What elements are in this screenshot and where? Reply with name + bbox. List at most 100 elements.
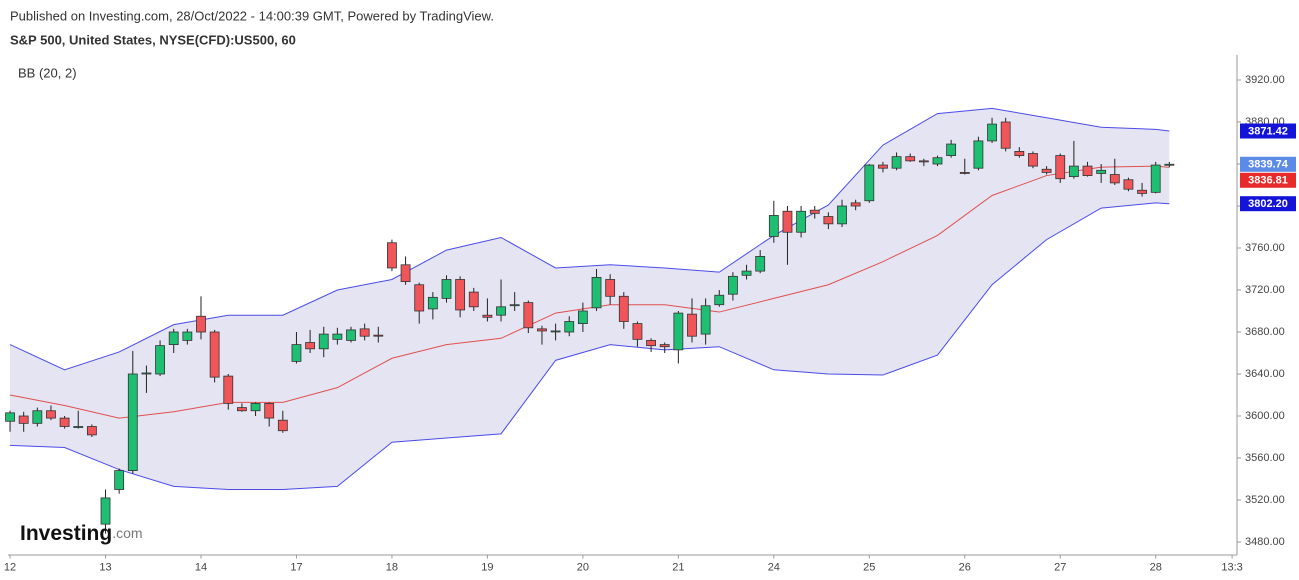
candle-body: [618, 295, 629, 322]
candle-body: [1164, 163, 1175, 166]
y-tick-label: 3680.00: [1245, 326, 1285, 338]
x-tick-label: 17: [290, 562, 302, 574]
candle-body: [182, 331, 193, 341]
candle-body: [1150, 164, 1161, 193]
candle-body: [86, 426, 97, 436]
candle-body: [1137, 189, 1147, 194]
candle-body: [673, 312, 684, 351]
candle-body: [564, 321, 575, 333]
band-fill: [10, 108, 1170, 490]
candle-body: [659, 344, 670, 348]
x-tick-label: 13: [99, 562, 111, 574]
price-tag-label: 3871.42: [1248, 125, 1288, 137]
candle-body: [141, 372, 152, 375]
candle-body: [277, 419, 288, 432]
candle-body: [550, 330, 561, 333]
candle-body: [127, 373, 138, 471]
plot-area: [5, 107, 1175, 534]
candle-body: [837, 205, 847, 225]
candle-body: [768, 215, 779, 237]
y-tick-label: 3920.00: [1245, 74, 1285, 86]
candle-body: [755, 255, 766, 272]
candle-body: [577, 310, 588, 325]
y-tick-label: 3640.00: [1245, 368, 1285, 380]
candle-body: [973, 140, 984, 169]
candle-body: [918, 160, 929, 163]
candle-body: [427, 296, 438, 310]
candle-body: [359, 328, 370, 337]
price-tag: [1240, 196, 1296, 212]
candle-body: [250, 402, 261, 412]
chart-title: S&P 500, United States, NYSE(CFD):US500,…: [10, 32, 296, 47]
candle-body: [441, 279, 452, 299]
candle-body: [959, 171, 970, 174]
candle-body: [482, 314, 493, 318]
x-tick-label: 25: [863, 562, 875, 574]
price-tag-label: 3839.74: [1248, 159, 1289, 171]
candle-body: [987, 123, 997, 142]
x-tick-label: 20: [577, 562, 589, 574]
candle-body: [905, 156, 916, 162]
candle-body: [468, 291, 479, 308]
x-tick-label: 12: [4, 562, 16, 574]
candle-body: [782, 210, 793, 233]
candle-body: [728, 275, 738, 295]
candle-body: [1096, 169, 1107, 174]
candle-body: [796, 210, 807, 233]
band-upper: [9, 107, 1170, 371]
candle-body: [700, 305, 711, 335]
candle-body: [155, 345, 165, 375]
candle-body: [714, 294, 725, 306]
logo-suffix: .com: [112, 525, 142, 541]
candle-body: [687, 313, 697, 337]
candle-body: [100, 497, 111, 525]
candle-body: [741, 270, 752, 276]
x-tick-label: 26: [959, 562, 971, 574]
candle-body: [455, 279, 466, 311]
candle-body: [1109, 174, 1120, 184]
y-tick-label: 3760.00: [1245, 242, 1285, 254]
candle-body: [291, 344, 302, 362]
candle-body: [1000, 121, 1011, 149]
candle-body: [305, 342, 316, 350]
candle-body: [850, 202, 861, 207]
candle-body: [946, 143, 957, 157]
candle-body: [373, 334, 384, 337]
price-tag-label: 3802.20: [1248, 198, 1288, 210]
candle-body: [632, 323, 643, 340]
price-tag: [1240, 156, 1296, 172]
candle-body: [332, 333, 343, 340]
price-tag: [1240, 123, 1296, 139]
candle-body: [537, 328, 547, 332]
y-tick-label: 3480.00: [1245, 536, 1285, 548]
candle-body: [591, 276, 602, 309]
y-tick-label: 3520.00: [1245, 494, 1285, 506]
candle-body: [387, 242, 397, 269]
candle-body: [605, 279, 616, 297]
logo-name: Investing: [20, 522, 112, 545]
y-tick-label: 3720.00: [1245, 284, 1285, 296]
candle-body: [809, 209, 820, 214]
candle-body: [509, 304, 520, 307]
candle-body: [414, 284, 425, 312]
candle-body: [209, 331, 220, 378]
indicator-label: BB (20, 2): [18, 65, 77, 80]
candle-body: [237, 407, 247, 412]
candle-body: [318, 333, 329, 350]
band-lower: [10, 202, 1170, 490]
candle-body: [1068, 165, 1079, 178]
candle-body: [523, 302, 534, 329]
price-tag: [1240, 172, 1296, 188]
x-tick-label: 19: [481, 562, 493, 574]
candle-body: [264, 402, 275, 419]
y-tick-label: 3560.00: [1245, 452, 1285, 464]
candle-body: [1014, 150, 1025, 156]
candle-body: [1041, 168, 1052, 173]
candle-body: [891, 156, 902, 169]
candle-body: [646, 339, 656, 347]
x-tick-label: 13:3: [1221, 562, 1242, 574]
candle-body: [46, 410, 56, 419]
candle-body: [223, 375, 234, 404]
candle-body: [823, 216, 834, 225]
candle-body: [932, 157, 943, 165]
